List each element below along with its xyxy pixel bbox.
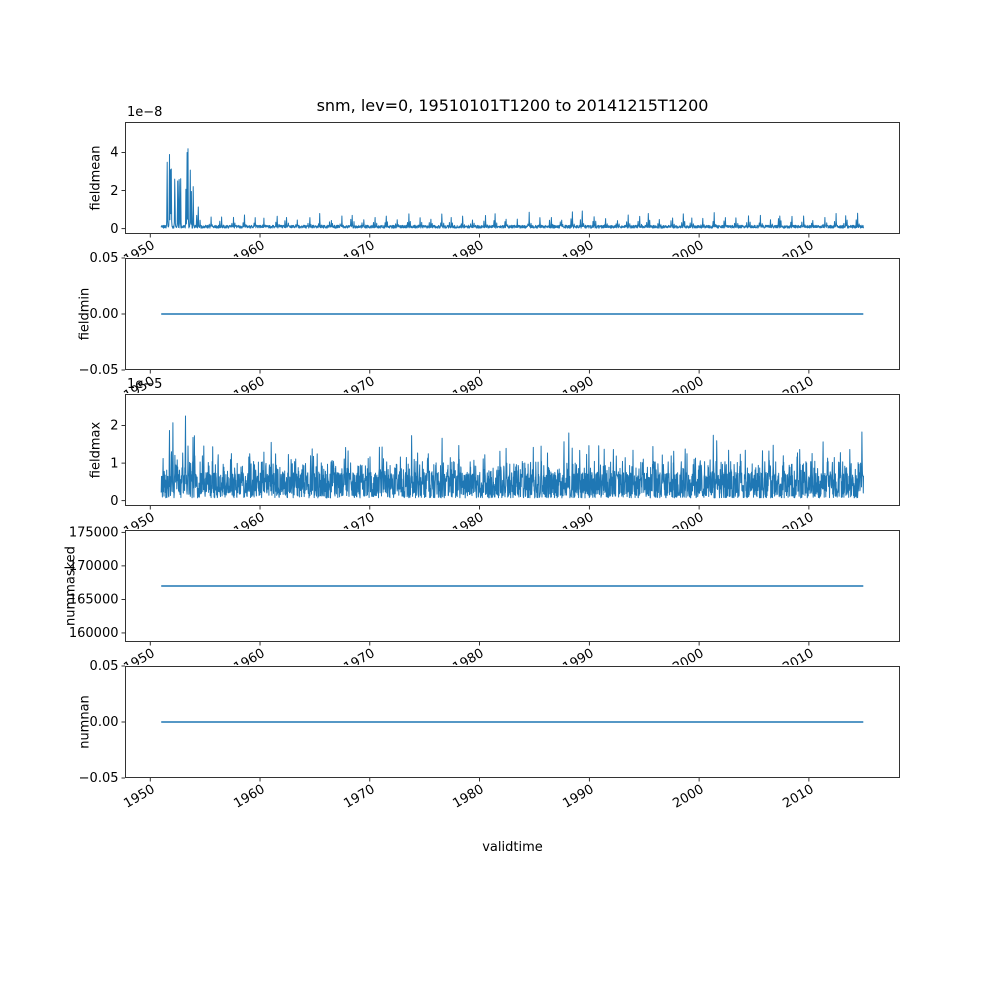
plot-area-fieldmin: −0.05 0.00 0.05 bbox=[79, 251, 900, 378]
x-tick-label: 1980 bbox=[450, 782, 488, 812]
x-tick-labels-fieldmax: 1950 1960 1970 1980 1990 2000 2010 bbox=[65, 508, 910, 529]
x-tick-label: 1970 bbox=[341, 510, 378, 529]
x-tick-label: 1960 bbox=[231, 374, 268, 393]
x-tick-label: 1960 bbox=[231, 238, 268, 257]
x-tick-label: 2000 bbox=[670, 238, 707, 257]
y-tick-label: 0 bbox=[110, 494, 118, 509]
x-tick-label: 1990 bbox=[560, 646, 597, 665]
axes-frame bbox=[125, 258, 900, 370]
x-tick-label: 1960 bbox=[231, 646, 268, 665]
x-tick-label: 2000 bbox=[670, 646, 707, 665]
x-tick-label: 2000 bbox=[670, 782, 707, 812]
x-tick-label: 2010 bbox=[780, 510, 817, 529]
x-tick-label: 1970 bbox=[341, 782, 378, 812]
x-tick-label: 1980 bbox=[450, 510, 488, 529]
x-tick-label: 1960 bbox=[231, 510, 268, 529]
x-tick-label: 1980 bbox=[450, 238, 488, 257]
y-tick-label: −0.05 bbox=[79, 363, 119, 378]
subplot-numnan: numnan −0.05 0.00 0.05 1950 1960 1970 1980 199… bbox=[0, 659, 1000, 812]
x-tick-label: 1980 bbox=[450, 374, 488, 393]
x-tick-label: 1970 bbox=[341, 646, 378, 665]
x-tick-labels-numnan: 1950 1960 1970 1980 1990 2000 2010 bbox=[65, 780, 910, 828]
axes-frame bbox=[125, 122, 900, 234]
y-tick-label: 4 bbox=[110, 146, 118, 161]
x-tick-labels-fieldmin: 1950 1960 1970 1980 1990 2000 2010 bbox=[65, 372, 910, 393]
y-tick-label: 0.00 bbox=[90, 307, 119, 322]
x-tick-label: 1950 bbox=[121, 646, 158, 665]
x-axis-label: validtime bbox=[482, 840, 543, 855]
y-tick-label: 160000 bbox=[69, 626, 119, 641]
x-tick-label: 1990 bbox=[560, 782, 597, 812]
subplot-fieldmean: 1e−8 fieldmean 0 2 4 1950 1960 1970 1980 1990 2… bbox=[0, 105, 1000, 257]
data-line-fieldmax bbox=[160, 415, 864, 499]
x-tick-label: 1950 bbox=[121, 510, 158, 529]
data-line-fieldmean bbox=[160, 148, 864, 229]
x-tick-label: 1960 bbox=[231, 782, 268, 812]
x-tick-label: 2000 bbox=[670, 510, 707, 529]
x-tick-label: 1950 bbox=[121, 238, 158, 257]
x-tick-label: 1990 bbox=[560, 510, 597, 529]
y-tick-label: 0.05 bbox=[90, 659, 119, 674]
x-tick-label: 1990 bbox=[560, 374, 597, 393]
y-tick-label: 175000 bbox=[69, 526, 119, 541]
subplot-fieldmin: fieldmin −0.05 0.00 0.05 1950 1960 1970 1980 1… bbox=[0, 251, 1000, 393]
plot-area-fieldmean: 0 2 4 bbox=[110, 122, 900, 238]
y-tick-label: 165000 bbox=[69, 593, 119, 608]
subplot-fieldmax: 1e−5 fieldmax 0 1 2 1950 1960 1970 1980 1990 20… bbox=[0, 377, 1000, 529]
x-tick-label: 1970 bbox=[341, 374, 378, 393]
x-tick-label: 1990 bbox=[560, 238, 597, 257]
y-axis-label-fieldmean: fieldmean bbox=[88, 145, 104, 211]
axis-offset-label-fieldmax: 1e−5 bbox=[127, 377, 163, 392]
x-tick-label: 2010 bbox=[780, 646, 817, 665]
y-axis-label-nummasked: nummasked bbox=[63, 546, 79, 626]
plot-area-numnan: −0.05 0.00 0.05 bbox=[79, 659, 900, 786]
y-tick-label: 1 bbox=[110, 456, 118, 471]
x-tick-label: 1970 bbox=[341, 238, 378, 257]
x-tick-label: 1950 bbox=[121, 782, 158, 812]
figure-title: snm, lev=0, 19510101T1200 to 20141215T12… bbox=[316, 96, 709, 115]
x-tick-label: 2000 bbox=[670, 374, 707, 393]
x-tick-label: 2010 bbox=[780, 238, 817, 257]
x-tick-labels-nummasked: 1950 1960 1970 1980 1990 2000 2010 bbox=[65, 644, 910, 665]
x-tick-label: 2010 bbox=[780, 782, 817, 812]
x-tick-labels-fieldmean: 1950 1960 1970 1980 1990 2000 2010 bbox=[65, 236, 910, 257]
subplot-nummasked: nummasked 160000 165000 170000 175000 1950 1… bbox=[0, 526, 1000, 665]
x-tick-label: 2010 bbox=[780, 374, 817, 393]
y-tick-label: 170000 bbox=[69, 559, 119, 574]
x-tick-label: 1980 bbox=[450, 646, 488, 665]
y-tick-label: 0.00 bbox=[90, 715, 119, 730]
y-tick-label: 0.05 bbox=[90, 251, 119, 266]
y-tick-label: 2 bbox=[110, 184, 118, 199]
axes-frame bbox=[125, 666, 900, 778]
y-axis-label-fieldmax: fieldmax bbox=[88, 421, 104, 479]
plot-area-fieldmax: 0 1 2 bbox=[110, 394, 900, 510]
y-tick-label: 2 bbox=[110, 419, 118, 434]
axis-offset-label-fieldmean: 1e−8 bbox=[127, 105, 163, 120]
y-tick-label: 0 bbox=[110, 222, 118, 237]
plot-area-nummasked: 160000 165000 170000 175000 bbox=[69, 526, 900, 646]
y-tick-label: −0.05 bbox=[79, 771, 119, 786]
axes-frame bbox=[125, 530, 900, 642]
axes-frame bbox=[125, 394, 900, 506]
